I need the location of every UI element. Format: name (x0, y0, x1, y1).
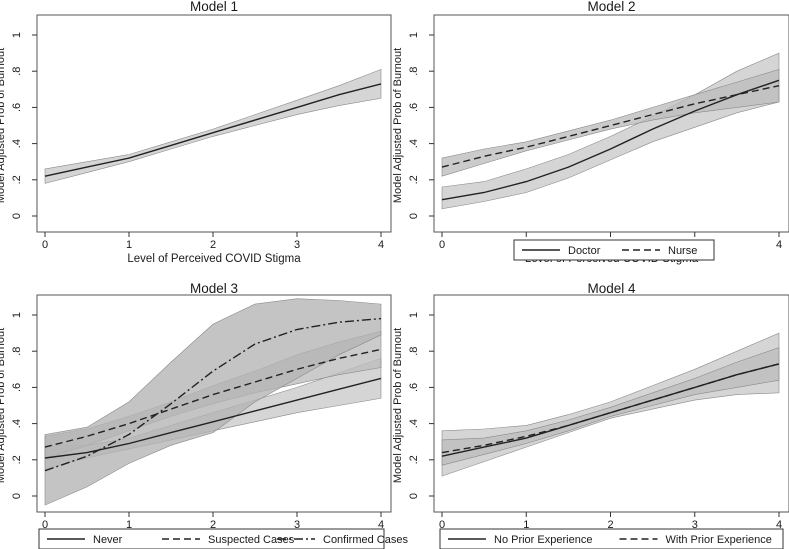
x-tick-label: 4 (776, 519, 782, 531)
legend-label: No Prior Experience (494, 534, 592, 546)
x-tick-label: 4 (378, 239, 384, 251)
legend-label: Suspected Cases (208, 534, 295, 546)
series-line-with-prior-experience (441, 363, 780, 454)
series-line-doctor (441, 79, 780, 201)
x-tick-label: 0 (439, 519, 445, 531)
legend-box (513, 239, 715, 261)
legend-box (439, 528, 784, 549)
x-tick-label: 0 (42, 239, 48, 251)
legend-label: Never (93, 534, 123, 546)
y-tick-label: .4 (408, 139, 420, 148)
y-tick-label: .4 (408, 419, 420, 428)
y-tick-label: .8 (11, 347, 23, 356)
plot-area (441, 52, 780, 210)
chart-title: Model 1 (190, 0, 238, 14)
x-tick-label: 4 (378, 519, 384, 531)
series-line-series-1 (44, 83, 382, 177)
x-tick-label: 2 (607, 519, 613, 531)
y-tick-label: .4 (11, 139, 23, 148)
chart-title: Model 4 (587, 281, 636, 296)
y-tick-label: 1 (11, 312, 23, 318)
series-line-confirmed-cases (44, 317, 382, 472)
ci-band-confirmed-cases (44, 298, 382, 506)
y-tick-label: 0 (11, 213, 23, 219)
x-tick-label: 3 (294, 239, 300, 251)
legend-label: Nurse (668, 245, 697, 257)
legend: Doctor Nurse (513, 239, 715, 261)
y-tick-label: .2 (408, 455, 420, 464)
x-tick-label: 1 (126, 519, 132, 531)
y-tick-label: .8 (408, 347, 420, 356)
x-tick-label: 1 (126, 239, 132, 251)
ci-band-series-1 (44, 68, 382, 184)
y-tick-label: 0 (408, 213, 420, 219)
plot-frame (36, 14, 392, 233)
y-tick-label: .2 (408, 175, 420, 184)
legend-label: With Prior Experience (666, 534, 772, 546)
chart-panel-1: Model 1 0 .2 .4 .6 .8 1 0 1 2 3 4 Level of Perceived… (0, 0, 392, 265)
chart-title: Model 3 (190, 281, 238, 296)
x-tick-label: 4 (776, 239, 782, 251)
y-axis-label: Model Adjusted Prob of Burnout (0, 328, 7, 483)
legend-label: Confirmed Cases (323, 534, 408, 546)
y-tick-label: .2 (11, 455, 23, 464)
y-axis-label: Model Adjusted Prob of Burnout (0, 48, 7, 203)
y-tick-label: 0 (11, 493, 23, 499)
ci-band-nurse (441, 68, 780, 177)
x-axis-label: Level of Perceived COVID Stigma (127, 253, 301, 265)
x-tick-label: 0 (439, 239, 445, 251)
y-axis-label: Model Adjusted Prob of Burnout (392, 48, 404, 203)
y-tick-label: 1 (408, 32, 420, 38)
x-tick-label: 3 (294, 519, 300, 531)
legend-label: Doctor (568, 245, 601, 257)
y-tick-label: 1 (11, 32, 23, 38)
plot-area (441, 332, 780, 477)
y-tick-label: .6 (11, 383, 23, 392)
chart-title: Model 2 (587, 0, 635, 14)
x-tick-label: 2 (210, 239, 216, 251)
y-tick-label: .4 (11, 419, 23, 428)
y-tick-label: .6 (408, 103, 420, 112)
x-tick-label: 0 (42, 519, 48, 531)
x-tick-label: 2 (210, 519, 216, 531)
legend: Never Suspected Cases Confirmed Cases (38, 528, 408, 549)
legend-box (38, 528, 385, 549)
y-tick-label: .6 (408, 383, 420, 392)
series-line-suspected-cases (44, 348, 382, 448)
ci-band-with-prior-experience (441, 347, 780, 466)
plot-area (44, 298, 382, 506)
plot-area (44, 68, 382, 184)
x-tick-label: 3 (692, 519, 698, 531)
y-tick-label: .8 (408, 67, 420, 76)
y-tick-label: 0 (408, 493, 420, 499)
y-tick-label: 1 (408, 312, 420, 318)
y-tick-label: .2 (11, 175, 23, 184)
y-axis-label: Model Adjusted Prob of Burnout (392, 328, 404, 483)
y-tick-label: .6 (11, 103, 23, 112)
y-tick-label: .8 (11, 67, 23, 76)
x-tick-label: 1 (523, 519, 529, 531)
series-line-nurse (441, 85, 780, 168)
legend: No Prior Experience With Prior Experience (439, 528, 784, 549)
